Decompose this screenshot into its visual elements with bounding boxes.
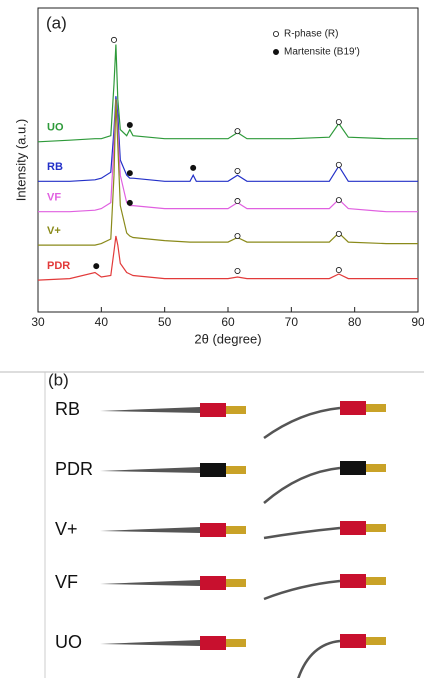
file-shank (226, 526, 246, 534)
file-shank (366, 577, 386, 585)
x-tick-label: 60 (221, 315, 235, 329)
file-shank (366, 404, 386, 412)
r-phase-marker (335, 197, 342, 204)
panel-label: (a) (46, 13, 67, 32)
martensite-marker (272, 49, 279, 56)
file-handle (200, 576, 226, 590)
file-shaft (295, 639, 341, 683)
r-phase-marker (335, 267, 342, 274)
martensite-marker (93, 263, 100, 270)
file-handle (200, 463, 226, 477)
x-tick-label: 40 (95, 315, 109, 329)
file-label: UO (55, 632, 82, 652)
file-shaft (100, 407, 200, 413)
martensite-marker (126, 199, 133, 206)
file-handle (340, 574, 366, 588)
file-handle (340, 634, 366, 648)
file-shaft (100, 580, 200, 586)
file-shank (226, 406, 246, 414)
file-shank (226, 466, 246, 474)
file-shaft (263, 526, 341, 540)
file-shank (366, 464, 386, 472)
file-handle (340, 401, 366, 415)
file-shank (226, 579, 246, 587)
file-shaft (100, 467, 200, 473)
file-shank (226, 639, 246, 647)
x-tick-label: 70 (285, 315, 299, 329)
xrd-line (38, 99, 418, 213)
x-tick-label: 90 (411, 315, 424, 329)
x-tick-label: 50 (158, 315, 172, 329)
file-label: VF (55, 572, 78, 592)
xrd-line (38, 96, 418, 182)
legend-label: Martensite (B19') (284, 47, 360, 58)
y-axis-label: Intensity (a.u.) (13, 119, 28, 201)
r-phase-marker (234, 128, 241, 135)
r-phase-marker (234, 232, 241, 239)
xrd-line (38, 99, 418, 246)
xrd-line (37, 235, 418, 281)
file-shank (366, 637, 386, 645)
file-shank (366, 524, 386, 532)
panel-label: (b) (48, 370, 69, 389)
martensite-marker (190, 164, 197, 171)
file-label: V+ (55, 519, 78, 539)
file-shaft (100, 527, 200, 533)
series-label: RB (47, 161, 63, 173)
file-handle (340, 521, 366, 535)
x-axis-label: 2θ (degree) (194, 331, 261, 346)
r-phase-marker (335, 119, 342, 126)
file-shaft (263, 579, 341, 601)
x-tick-label: 30 (31, 315, 45, 329)
xrd-line (37, 44, 418, 143)
r-phase-marker (272, 30, 279, 37)
series-label: VF (47, 192, 61, 204)
file-handle (200, 403, 226, 417)
file-handle (200, 523, 226, 537)
series-label: UO (47, 122, 64, 134)
r-phase-marker (111, 36, 118, 43)
r-phase-marker (335, 161, 342, 168)
x-tick-label: 80 (348, 315, 362, 329)
martensite-marker (126, 122, 133, 129)
file-label: RB (55, 399, 80, 419)
series-label: V+ (47, 225, 61, 237)
r-phase-marker (234, 167, 241, 174)
series-label: PDR (47, 260, 70, 272)
file-handle (200, 636, 226, 650)
r-phase-marker (234, 198, 241, 205)
r-phase-marker (234, 267, 241, 274)
file-shaft (263, 406, 341, 440)
file-shaft (263, 466, 341, 504)
file-shaft (100, 640, 200, 646)
legend-label: R-phase (R) (284, 29, 338, 40)
r-phase-marker (335, 230, 342, 237)
martensite-marker (126, 170, 133, 177)
file-label: PDR (55, 459, 93, 479)
file-photos: RB PDR V+ VF UO (55, 399, 386, 683)
file-handle (340, 461, 366, 475)
